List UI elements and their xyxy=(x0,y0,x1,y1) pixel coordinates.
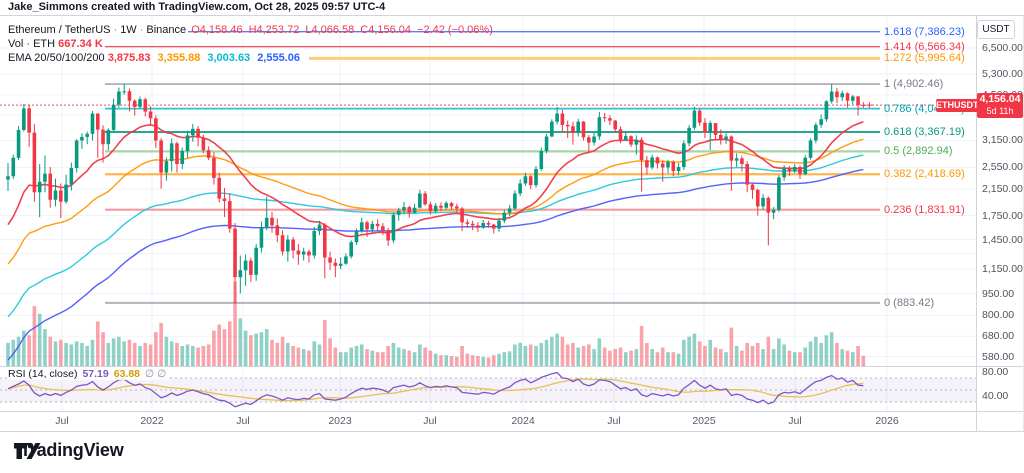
tradingview-logo-icon xyxy=(14,442,41,459)
symbol-title: Ethereum / TetherUS · 1W · Binance xyxy=(8,23,189,37)
volume-legend-row[interactable]: Vol · ETH 667.34 K xyxy=(8,37,105,51)
rsi-empty-slots: ∅ ∅ xyxy=(145,368,167,380)
rsi-legend-row[interactable]: RSI (14, close) 57.19 63.88 ∅ ∅ xyxy=(8,368,170,380)
price-axis-tick: 1,450.00 xyxy=(982,233,1023,246)
time-axis-label[interactable]: Jul xyxy=(788,415,802,427)
exchange-label: Binance xyxy=(146,24,187,36)
rsi-axis-tick: 40.00 xyxy=(982,390,1009,402)
tradingview-logo-text: TradingView xyxy=(20,440,124,460)
open-value: O4,158.46 xyxy=(191,24,243,36)
fib-level-label: 0.5 (2,892.94) xyxy=(884,145,953,158)
fib-level-label: 1.414 (6,566.34) xyxy=(884,40,965,53)
price-axis-tick: 680.00 xyxy=(982,330,1015,343)
currency-toggle[interactable]: USDT xyxy=(977,20,1015,39)
ema-label: EMA 20/50/100/200 xyxy=(8,52,105,64)
price-axis-tick: 6,500.00 xyxy=(982,42,1023,54)
time-axis-label[interactable]: 2022 xyxy=(140,415,164,427)
low-value: L4,066.58 xyxy=(305,24,355,36)
rsi-value: 57.19 xyxy=(82,368,109,380)
price-axis-tick: 3,150.00 xyxy=(982,134,1023,147)
price-axis-tick: 1,750.00 xyxy=(982,209,1023,222)
time-axis-label[interactable]: Jul xyxy=(55,415,69,427)
time-axis-label[interactable]: Jul xyxy=(423,415,437,427)
fib-level-label: 0.236 (1,831.91) xyxy=(884,203,965,216)
price-axis-tick: 580.00 xyxy=(982,350,1015,363)
time-axis-label[interactable]: 2024 xyxy=(511,415,535,427)
fib-level-label: 0.618 (3,367.19) xyxy=(884,125,965,138)
ema-legend-row[interactable]: EMA 20/50/100/200 3,875.83 3,355.88 3,003.… xyxy=(8,51,310,65)
ohlc-values: O4,158.46 H4,253.72 L4,066.58 C4,156.04 −2.4… xyxy=(191,24,499,36)
volume-label: Vol · ETH xyxy=(8,38,56,50)
price-axis-tick: 2,150.00 xyxy=(982,183,1023,196)
fib-level-label: 0.382 (2,418.69) xyxy=(884,168,965,181)
tradingview-logo[interactable]: TradingView xyxy=(13,440,124,461)
ema-value: 3,875.83 xyxy=(107,52,151,64)
change-value: −2.42 (−0.06%) xyxy=(417,24,493,36)
time-axis-label[interactable]: 2023 xyxy=(328,415,352,427)
time-axis-label[interactable]: 2025 xyxy=(692,415,716,427)
fib-level-label: 1 (4,902.46) xyxy=(884,78,944,90)
time-axis-label[interactable]: Jul xyxy=(607,415,621,427)
attribution-text: Jake_Simmons created with TradingView.co… xyxy=(8,1,392,14)
price-axis-tick: 5,300.00 xyxy=(982,68,1023,81)
ema-values: 3,875.83 3,355.88 3,003.63 2,555.06 xyxy=(108,52,307,64)
fib-level-label: 1.272 (5,995.64) xyxy=(884,52,965,65)
last-price-value: 4,156.04 xyxy=(979,93,1021,105)
price-axis-tick: 950.00 xyxy=(982,287,1015,300)
rsi-label: RSI (14, close) xyxy=(8,368,78,380)
ema-value: 2,555.06 xyxy=(257,52,301,64)
ema-value: 3,003.63 xyxy=(207,52,251,64)
price-axis-tick: 2,550.00 xyxy=(982,161,1023,174)
last-price-symbol-tag: ETHUSDT xyxy=(936,99,979,112)
time-axis-label[interactable]: Jul xyxy=(236,415,250,427)
fib-level-label: 1.618 (7,386.23) xyxy=(884,25,965,38)
rsi-axis-tick: 80.00 xyxy=(982,366,1009,378)
volume-value: 667.34 K xyxy=(58,38,103,50)
interval-label: 1W xyxy=(120,24,137,36)
close-value: C4,156.04 xyxy=(360,24,412,36)
last-price-badge[interactable]: 4,156.04 5d 11h xyxy=(977,93,1023,118)
high-value: H4,253.72 xyxy=(248,24,300,36)
ema-value: 3,355.88 xyxy=(157,52,201,64)
bar-countdown: 5d 11h xyxy=(986,106,1014,116)
fib-level-label: 0 (883.42) xyxy=(884,296,935,309)
price-axis-tick: 800.00 xyxy=(982,309,1015,322)
rsi-ma-value: 63.88 xyxy=(113,368,141,380)
symbol-legend-row[interactable]: Ethereum / TetherUS · 1W · Binance O4,158.46… xyxy=(8,23,499,37)
price-axis-tick: 1,150.00 xyxy=(982,263,1023,276)
time-axis-label[interactable]: 2026 xyxy=(875,415,899,427)
